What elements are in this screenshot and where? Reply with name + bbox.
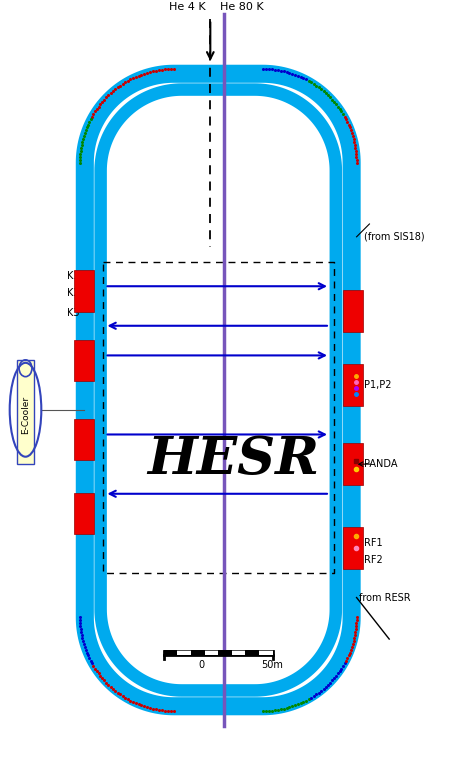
- Text: K1: K1: [67, 271, 80, 281]
- Bar: [343, 290, 363, 331]
- Text: (from SIS18): (from SIS18): [364, 232, 424, 242]
- Text: HESR: HESR: [147, 434, 319, 485]
- Bar: [177, 650, 191, 655]
- Bar: [343, 364, 363, 406]
- Text: 0: 0: [199, 660, 205, 670]
- Bar: [246, 650, 259, 655]
- Text: RF2: RF2: [364, 555, 382, 565]
- Bar: [191, 650, 205, 655]
- Bar: [164, 650, 177, 655]
- Bar: [74, 493, 94, 534]
- Text: RF1: RF1: [364, 538, 382, 548]
- Bar: [343, 443, 363, 485]
- Bar: [218, 650, 232, 655]
- Text: E-Cooler: E-Cooler: [21, 395, 30, 434]
- Bar: [205, 650, 218, 655]
- Bar: [74, 340, 94, 381]
- Text: PANDA: PANDA: [364, 459, 397, 469]
- Bar: [74, 271, 94, 312]
- Text: He 4 K: He 4 K: [169, 2, 205, 12]
- Text: He 80 K: He 80 K: [220, 2, 264, 12]
- Text: K2: K2: [67, 288, 80, 298]
- Text: 50m: 50m: [262, 660, 283, 670]
- Bar: [74, 418, 94, 460]
- Bar: [17, 360, 35, 464]
- Text: K3: K3: [67, 308, 80, 318]
- Text: P1,P2: P1,P2: [364, 380, 391, 390]
- Bar: [343, 527, 363, 569]
- Bar: [259, 650, 273, 655]
- Bar: [232, 650, 246, 655]
- Text: from RESR: from RESR: [358, 593, 410, 603]
